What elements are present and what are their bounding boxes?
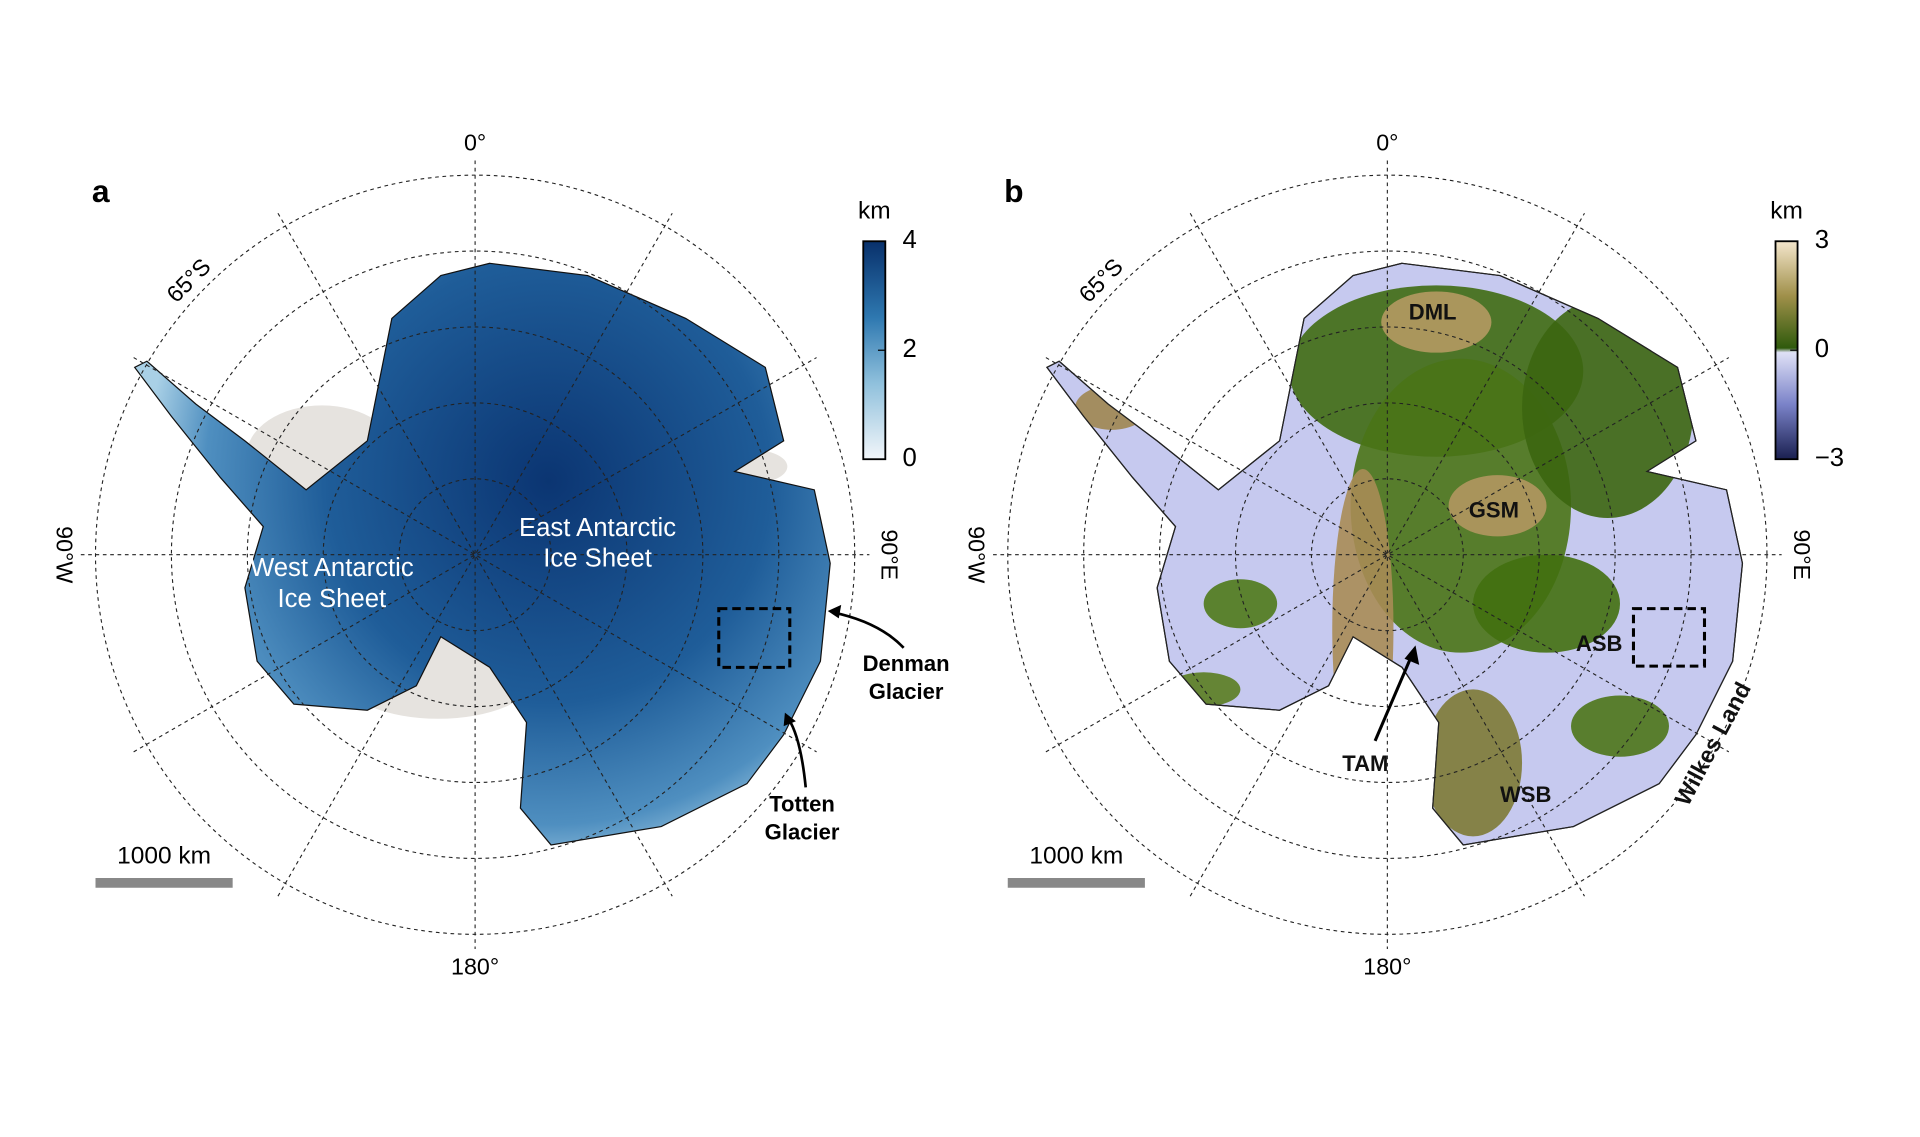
colorbar-tick-label: 4 <box>902 226 916 254</box>
arrowhead <box>827 604 842 619</box>
panel-label: a <box>92 173 110 209</box>
region-label: Glacier <box>765 820 840 845</box>
region-label: Denman <box>863 651 950 676</box>
study-box <box>717 607 792 669</box>
colorbar-tick-label: −3 <box>1815 444 1844 472</box>
colorbar-tick-label: 0 <box>902 444 916 472</box>
region-label: DML <box>1409 299 1457 324</box>
terrain-patch <box>1203 579 1278 629</box>
continent <box>133 262 831 846</box>
scale-bar-label: 1000 km <box>117 843 211 870</box>
graticule-label: 0° <box>464 130 486 156</box>
colorbar-tick-label: 2 <box>902 335 916 363</box>
graticule-meridian <box>133 357 817 753</box>
terrain-patch <box>1473 554 1620 653</box>
colorbar-tick-label: 3 <box>1815 226 1829 254</box>
region-label: Ice Sheet <box>543 544 652 572</box>
graticule-meridian <box>277 212 673 897</box>
graticule-label: 180° <box>451 954 499 980</box>
study-box <box>1631 607 1707 668</box>
terrain-patch <box>1381 291 1492 353</box>
terrain-patch <box>1424 689 1523 837</box>
graticule-label: 180° <box>1363 954 1411 980</box>
terrain-patch <box>1332 469 1394 788</box>
region-label: TAM <box>1342 751 1388 776</box>
arrow <box>832 610 905 649</box>
terrain-patch <box>1448 475 1547 537</box>
region-label: GSM <box>1469 498 1519 523</box>
arrowhead <box>1404 645 1420 665</box>
graticule-label: 90°E <box>1789 529 1815 580</box>
graticule-meridian <box>1189 212 1585 897</box>
terrain-patch <box>1522 297 1694 518</box>
colorbar-unit: km <box>1770 197 1803 224</box>
graticule-label: 90°E <box>877 529 903 580</box>
graticule-circle <box>246 326 704 784</box>
region-label: West Antarctic <box>250 554 414 582</box>
region-label: Ice Sheet <box>278 585 387 613</box>
graticule-circle <box>1159 326 1616 784</box>
topography <box>1075 285 1694 837</box>
graticule-label: 65°S <box>161 253 215 307</box>
graticule-meridian <box>1189 212 1585 897</box>
terrain-patch <box>1075 385 1149 430</box>
colorbar-tick-label: 0 <box>1815 335 1829 363</box>
region-label: Glacier <box>869 679 944 704</box>
graticule-label: 65°S <box>1074 253 1128 307</box>
region-label: WSB <box>1500 782 1551 807</box>
graticule-meridian <box>1045 357 1730 753</box>
scale-bar-label: 1000 km <box>1029 843 1123 870</box>
graticule-meridian <box>1045 357 1730 753</box>
panel-label: b <box>1004 173 1023 209</box>
region-label: Totten <box>769 792 835 817</box>
region-label: East Antarctic <box>519 514 676 542</box>
graticule-label: 90°W <box>964 526 990 583</box>
arrowhead <box>783 712 796 727</box>
region-label: ASB <box>1576 631 1623 656</box>
arrow <box>787 718 808 788</box>
graticule-meridian <box>277 212 673 897</box>
colorbar-unit: km <box>858 197 891 224</box>
terrain-patch <box>1571 695 1669 757</box>
arrow <box>1373 654 1414 742</box>
graticule-label: 0° <box>1376 130 1398 156</box>
map-panel: 0° 180° 90°W 90°E 65°S a West Antarctic Ice She… <box>51 130 949 980</box>
graticule-label: 90°W <box>51 526 77 583</box>
graticule-meridian <box>133 357 817 753</box>
coastline <box>1046 262 1744 846</box>
